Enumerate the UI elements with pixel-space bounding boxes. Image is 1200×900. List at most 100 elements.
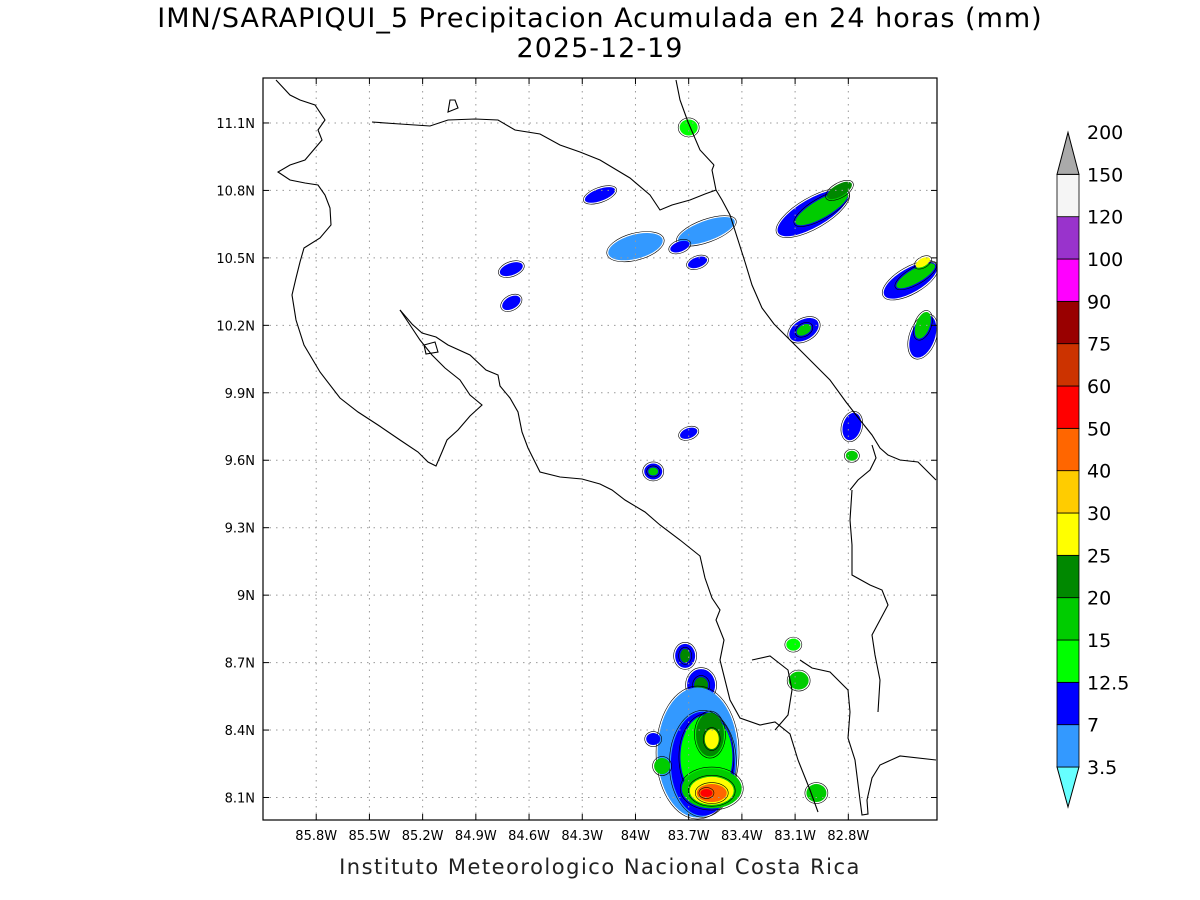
- precip-cell-outline: [644, 731, 663, 747]
- precip-cell-outline: [676, 215, 737, 247]
- precip-cell: [680, 427, 698, 439]
- lat-tick-label: 10.2N: [216, 319, 255, 334]
- legend-label: 90: [1087, 291, 1111, 313]
- precip-cell-outline: [668, 239, 692, 255]
- plot-frame: [262, 77, 938, 821]
- precip-cell: [678, 216, 735, 245]
- precip-cell: [584, 187, 616, 203]
- lon-tick-label: 84W: [621, 829, 651, 844]
- legend-label: 3.5: [1087, 757, 1117, 779]
- lon-tick-label: 85.5W: [349, 829, 391, 844]
- precip-cell: [914, 311, 931, 339]
- precip-cell: [796, 323, 812, 336]
- precip-cell: [896, 263, 936, 289]
- legend-swatch: [1056, 173, 1080, 218]
- precip-cell-outline: [844, 448, 860, 463]
- legend-label: 50: [1087, 418, 1111, 440]
- legend-label: 150: [1087, 164, 1123, 186]
- precip-cell: [806, 784, 827, 803]
- legend-label: 100: [1087, 249, 1123, 271]
- precip-cell: [688, 256, 708, 269]
- legend-arrow-high: [1056, 130, 1080, 175]
- precip-cell: [654, 758, 671, 775]
- precip-cell-outline: [894, 261, 937, 291]
- precip-field: [498, 117, 937, 820]
- lon-tick-label: 85.8W: [295, 829, 337, 844]
- lon-tick-label: 82.8W: [827, 829, 869, 844]
- legend-swatch: [1056, 385, 1080, 429]
- legend-swatch: [1056, 681, 1080, 726]
- legend-swatch: [1056, 639, 1080, 683]
- legend-label: 60: [1087, 376, 1111, 398]
- lat-tick-label: 11.1N: [216, 117, 255, 132]
- axis-ticks: 85.8W 85.5W 85.2W 84.9W 84.6W 84.3W 84W 83.7W 83…: [216, 78, 937, 844]
- legend-label: 15: [1087, 630, 1111, 652]
- legend-label: 75: [1087, 334, 1111, 356]
- lat-tick-label: 10.5N: [216, 252, 255, 267]
- lat-tick-label: 9.3N: [225, 522, 255, 537]
- legend-swatch: [1056, 343, 1080, 387]
- precip-cell-outline: [786, 669, 811, 692]
- lat-tick-label: 9N: [237, 589, 255, 604]
- legend-label: 12.5: [1087, 672, 1129, 694]
- precip-cell: [646, 733, 661, 746]
- lat-tick-label: 10.8N: [216, 184, 255, 199]
- precip-cell: [502, 295, 521, 311]
- lon-tick-label: 83.1W: [774, 829, 816, 844]
- lat-tick-label: 9.9N: [225, 387, 255, 402]
- precip-cell-outline: [678, 647, 692, 665]
- precip-cell-outline: [679, 766, 744, 811]
- precip-cell: [499, 262, 523, 277]
- color-legend: 3.5 7 12.5 15 20 25 30 40 50 60 75 90 100 120 150 200: [1056, 122, 1129, 809]
- precip-cell: [700, 789, 713, 798]
- legend-label: 40: [1087, 461, 1111, 483]
- precip-cell-outline: [500, 293, 523, 312]
- precip-cell: [679, 119, 698, 136]
- precip-cell: [826, 181, 852, 200]
- precip-cell: [648, 467, 659, 476]
- precip-cell: [680, 648, 691, 663]
- lon-tick-label: 84.3W: [561, 829, 603, 844]
- precip-cell: [608, 232, 663, 261]
- precip-cell-outline: [881, 260, 937, 301]
- precip-cell-outline: [912, 310, 933, 341]
- precip-cell: [704, 729, 719, 750]
- precip-cell-outline: [678, 425, 700, 441]
- lon-tick-label: 84.6W: [508, 829, 550, 844]
- lon-tick-label: 84.9W: [455, 829, 497, 844]
- precip-cell-outline: [583, 185, 617, 205]
- legend-swatch: [1056, 554, 1080, 599]
- precip-cell: [786, 638, 801, 651]
- lat-tick-label: 9.6N: [225, 454, 255, 469]
- precip-cell-outline: [687, 774, 736, 807]
- precip-cell-outline: [794, 322, 814, 338]
- lon-tick-label: 85.2W: [402, 829, 444, 844]
- precip-cell-outline: [840, 410, 864, 443]
- precip-cell-outline: [606, 231, 665, 263]
- lat-tick-label: 8.4N: [225, 724, 255, 739]
- gridlines: [263, 78, 937, 820]
- precip-cell-outline: [694, 782, 729, 804]
- precip-cell: [842, 412, 862, 441]
- precip-cell-outline: [642, 461, 665, 482]
- precip-cell-outline: [498, 260, 525, 278]
- precip-cell-outline: [907, 313, 937, 360]
- precip-cell-outline: [655, 685, 740, 820]
- precip-cell-outline: [702, 727, 721, 751]
- legend-label: 200: [1087, 122, 1123, 144]
- coastline: [275, 79, 937, 816]
- map-title: IMN/SARAPIQUI_5 Precipitacion Acumulada …: [157, 3, 1043, 34]
- legend-label: 7: [1087, 715, 1099, 737]
- precip-cell: [788, 671, 809, 690]
- precip-cell-outline: [646, 465, 661, 478]
- legend-swatch: [1056, 300, 1080, 345]
- precip-cell-outline: [673, 642, 697, 670]
- legend-arrow-low: [1056, 766, 1080, 809]
- legend-swatch: [1056, 216, 1080, 260]
- precip-cell: [915, 257, 931, 268]
- precip-cell-outline: [652, 756, 672, 776]
- legend-swatch: [1056, 597, 1080, 641]
- lon-tick-label: 83.7W: [668, 829, 710, 844]
- legend-swatch: [1056, 724, 1080, 768]
